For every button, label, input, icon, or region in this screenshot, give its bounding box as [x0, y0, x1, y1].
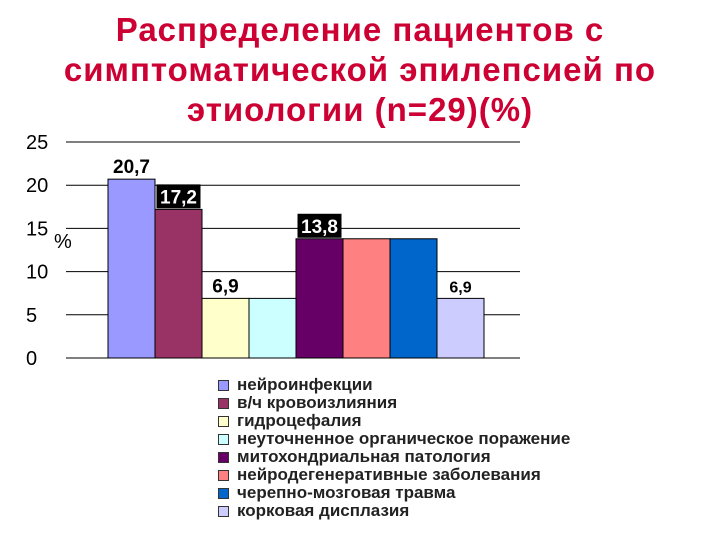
- data-label-text: 6,9: [449, 279, 471, 296]
- data-label: 6,9: [449, 279, 471, 296]
- y-tick-label: 25: [26, 132, 48, 154]
- legend-swatch: [218, 487, 229, 499]
- y-tick-label: 10: [26, 262, 48, 284]
- legend-label: неуточненное органическое поражение: [237, 429, 571, 448]
- y-tick-label: 20: [26, 175, 48, 197]
- legend-item: в/ч кровоизлияния: [218, 394, 570, 412]
- data-label: 20,7: [113, 157, 150, 178]
- title-line-3: этиологии (n=29)(%): [186, 91, 534, 128]
- data-label-background: [297, 213, 342, 238]
- legend-label: черепно-мозговая травма: [237, 483, 456, 502]
- legend-item: черепно-мозговая травма: [218, 484, 570, 502]
- title-line-1: Распределение пациентов с: [115, 11, 605, 48]
- y-tick-label: 5: [26, 305, 37, 327]
- legend-label: нейроинфекции: [237, 375, 373, 394]
- data-label-text: 6,9: [212, 276, 238, 297]
- legend-swatch: [218, 505, 229, 517]
- legend-label: митохондриальная патология: [237, 447, 491, 466]
- bar: [436, 297, 485, 359]
- bar: [248, 297, 297, 359]
- chart-title: Распределение пациентов с симптоматическ…: [0, 10, 720, 130]
- legend: нейроинфекции в/ч кровоизлияния гидроцефал…: [218, 376, 570, 520]
- title-line-2: симптоматической эпилепсией по: [63, 51, 657, 88]
- data-labels: 20,7 17,2 6,9 13,8 6,9: [113, 157, 472, 297]
- legend-swatch: [218, 433, 229, 445]
- bar: [107, 178, 156, 359]
- legend-item: неуточненное органическое поражение: [218, 430, 570, 448]
- bar: [342, 238, 391, 359]
- legend-swatch: [218, 379, 229, 391]
- legend-item: митохондриальная патология: [218, 448, 570, 466]
- data-label: 17,2: [156, 184, 201, 209]
- bars: [107, 178, 485, 359]
- legend-item: корковая дисплазия: [218, 502, 570, 520]
- data-label-text: 17,2: [160, 187, 197, 208]
- legend-label: нейродегенеративные заболевания: [237, 465, 541, 484]
- legend-item: нейродегенеративные заболевания: [218, 466, 570, 484]
- data-label-text: 13,8: [301, 217, 338, 238]
- data-label-background: [156, 184, 201, 209]
- data-label: 6,9: [212, 276, 238, 297]
- legend-item: гидроцефалия: [218, 412, 570, 430]
- bar: [154, 208, 203, 359]
- y-tick-label: 0: [26, 348, 37, 370]
- y-axis-label: %: [54, 231, 72, 253]
- bar: [201, 297, 250, 359]
- y-axis-ticks: 0 5 10 15 20 25: [26, 132, 48, 370]
- bar: [389, 238, 438, 359]
- legend-swatch: [218, 469, 229, 481]
- legend-label: гидроцефалия: [237, 411, 362, 430]
- legend-swatch: [218, 415, 229, 427]
- data-label: 13,8: [297, 213, 342, 238]
- legend-item: нейроинфекции: [218, 376, 570, 394]
- legend-swatch: [218, 451, 229, 463]
- legend-label: в/ч кровоизлияния: [237, 393, 398, 412]
- legend-label: корковая дисплазия: [237, 501, 410, 520]
- data-label-text: 20,7: [113, 157, 150, 178]
- y-tick-label: 15: [26, 218, 48, 240]
- legend-swatch: [218, 397, 229, 409]
- bar: [295, 238, 344, 359]
